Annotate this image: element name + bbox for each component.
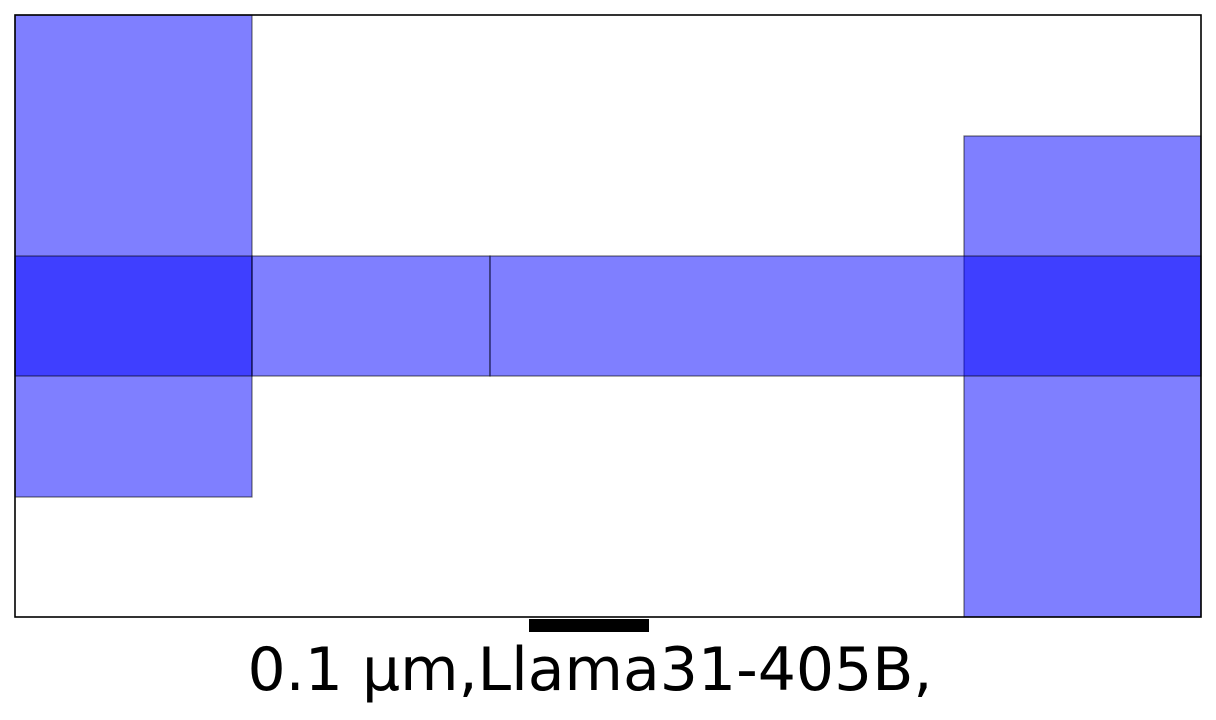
- figure-caption: 0.1 µm,Llama31-405B,: [247, 635, 933, 705]
- rectangle-layer: [14, 14, 1202, 618]
- horizontal-bar-left: [14, 255, 253, 377]
- scale-bar: [529, 619, 649, 632]
- plot-frame: [14, 14, 1202, 618]
- horizontal-bar-middle: [251, 255, 491, 377]
- horizontal-bar-right: [489, 255, 1202, 377]
